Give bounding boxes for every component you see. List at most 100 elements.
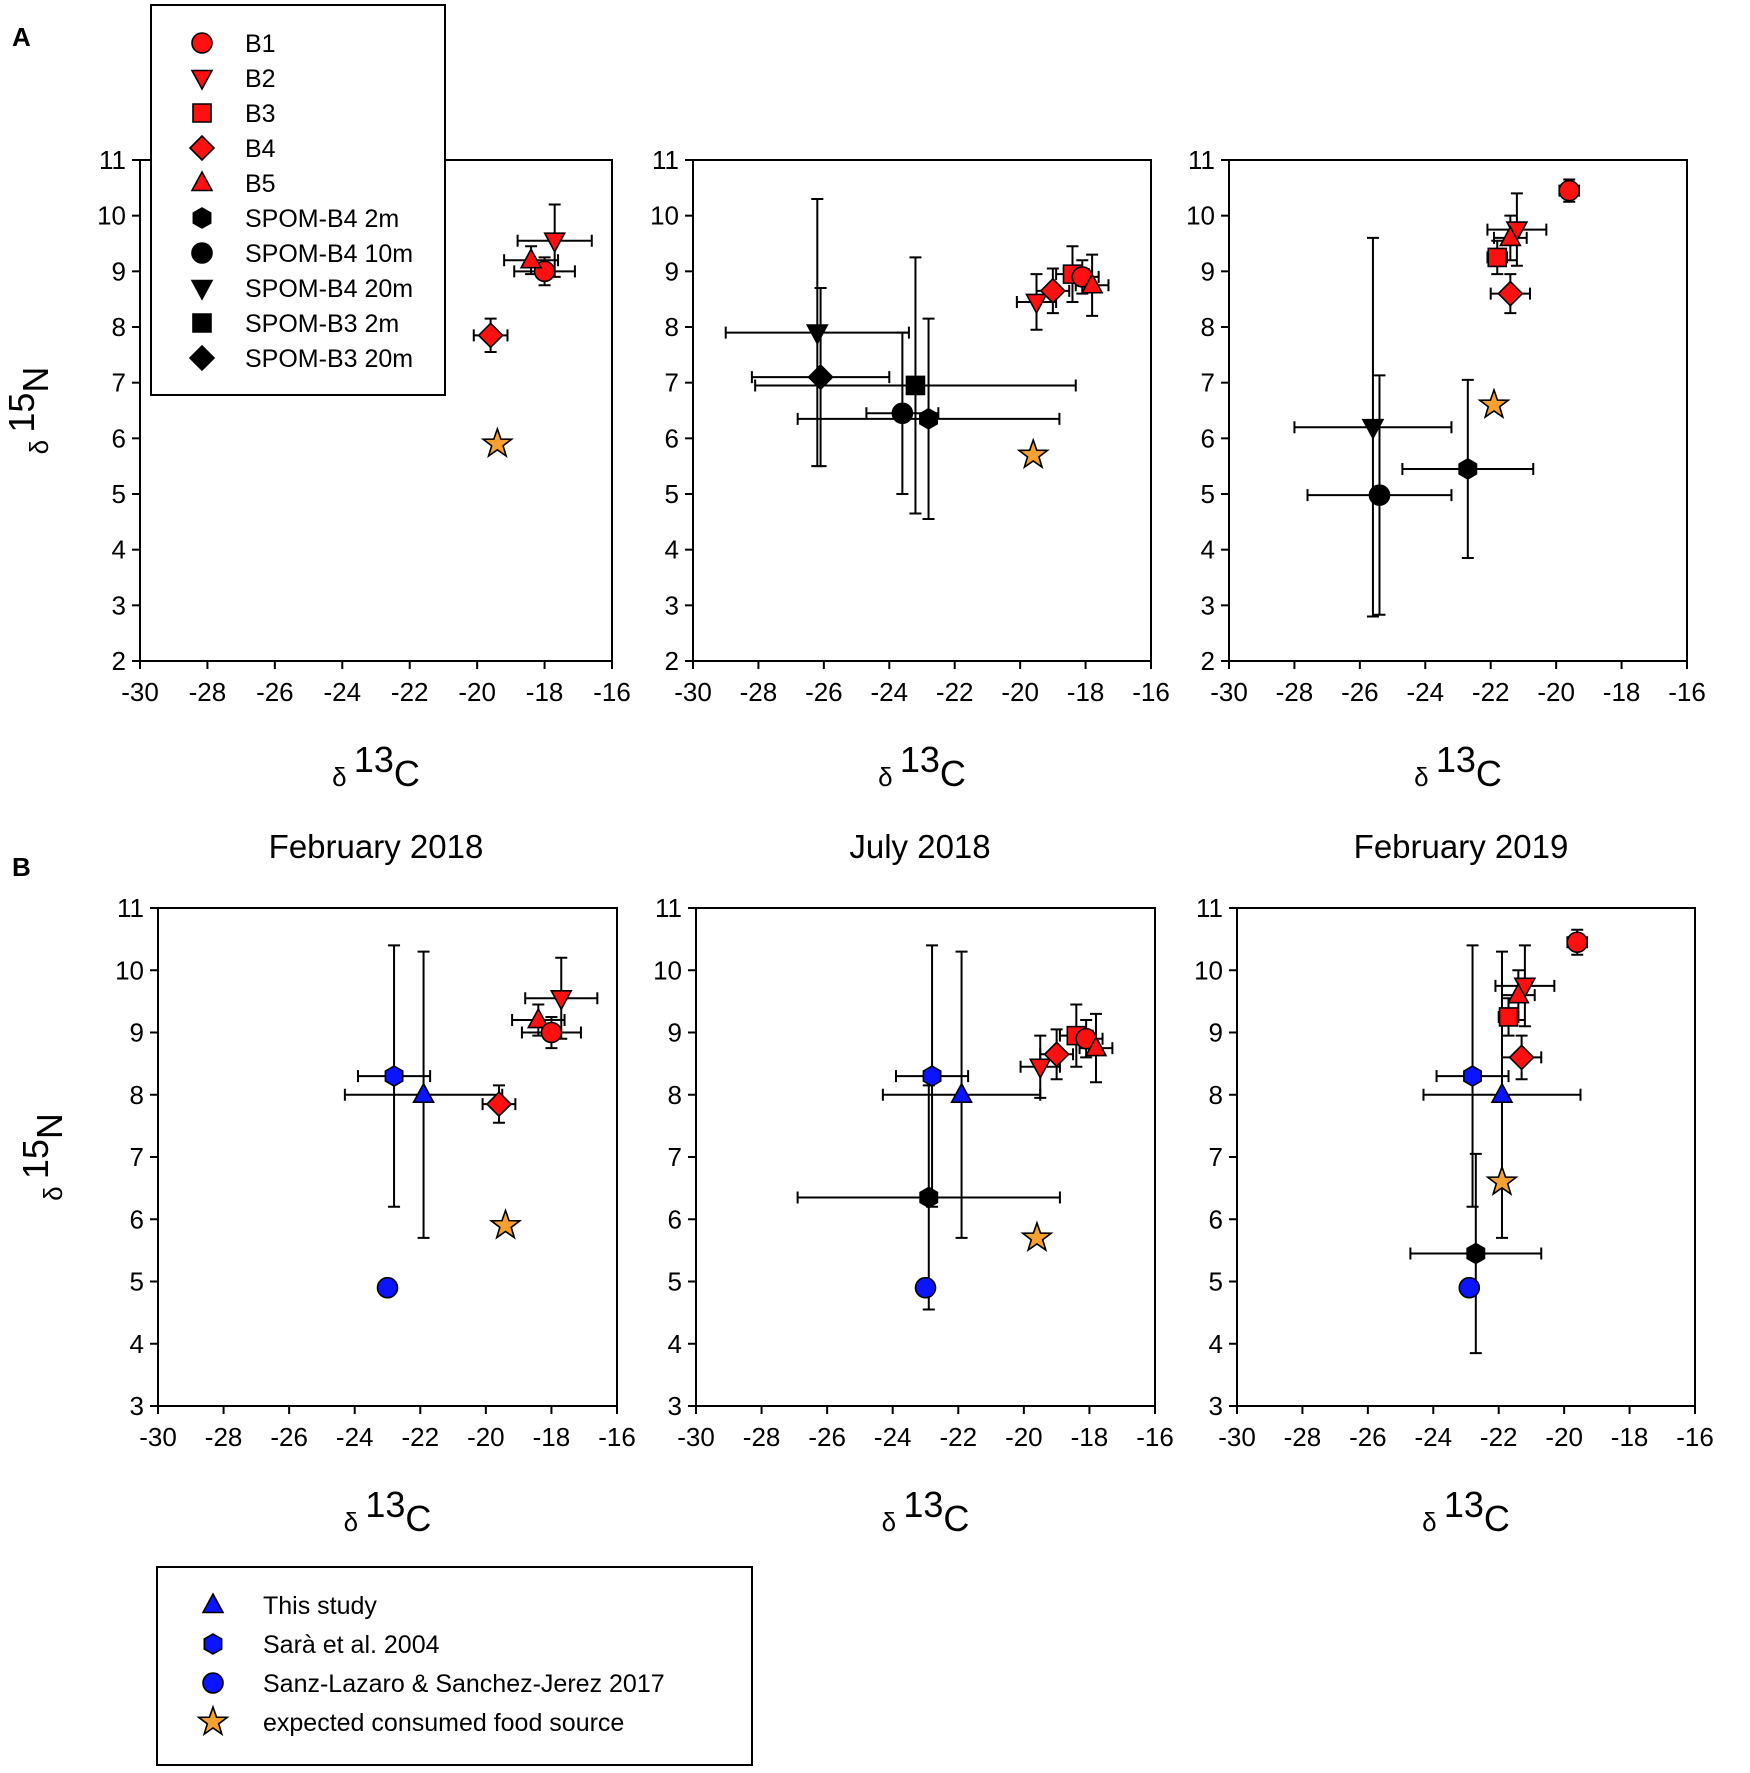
point-sar-et-al-2004 xyxy=(1463,1065,1482,1087)
point-b3 xyxy=(1498,1007,1519,1027)
y-tick-label: 4 xyxy=(112,535,126,565)
legend-marker-spom-b4-2m xyxy=(192,207,212,229)
point-food xyxy=(488,1208,523,1240)
legend-a-label: SPOM-B3 20m xyxy=(245,345,413,373)
point-food xyxy=(1485,1164,1519,1197)
y-tick-label: 4 xyxy=(665,535,679,565)
x-axis-label: δ 13C xyxy=(878,739,966,794)
y-tick-label: 2 xyxy=(665,646,679,676)
x-tick-label: -30 xyxy=(677,1422,715,1452)
y-tick-label: 9 xyxy=(130,1018,144,1048)
y-tick-label: 7 xyxy=(112,368,126,398)
chart-panels: -30 -28 -26 -24 -22 -20 -18 -16 2 3 4 5 6 7 8 9 10 11 δ 13… xyxy=(1,145,1714,1539)
x-tick-label: -30 xyxy=(1210,677,1248,707)
x-tick-label: -28 xyxy=(740,677,778,707)
y-tick-label: 3 xyxy=(1201,590,1215,620)
x-axis-label: δ 13C xyxy=(1414,739,1502,794)
x-tick-label: -16 xyxy=(1676,1422,1714,1452)
legend-marker-b1 xyxy=(191,32,213,54)
legend-b-label: expected consumed food source xyxy=(263,1709,624,1737)
y-tick-label: 10 xyxy=(650,201,679,231)
point-b4 xyxy=(1497,280,1524,307)
legend-marker-spom-b3-20m xyxy=(188,344,216,372)
x-tick-label: -28 xyxy=(205,1422,243,1452)
legend-marker-b2 xyxy=(190,69,214,91)
y-tick-label: 8 xyxy=(1209,1080,1223,1110)
legend-marker-spom-b4-20m xyxy=(190,279,214,301)
y-tick-label: 9 xyxy=(668,1018,682,1048)
legend-b-item-sar-et-al-2004: Sarà et al. 2004 xyxy=(203,1631,440,1659)
x-tick-label: -24 xyxy=(336,1422,374,1452)
point-spom-b4-2m xyxy=(1466,1242,1486,1265)
x-tick-label: -26 xyxy=(256,677,294,707)
x-tick-label: -20 xyxy=(467,1422,505,1452)
point-b5 xyxy=(1506,982,1530,1004)
legend-a-label: SPOM-B3 2m xyxy=(245,310,399,338)
legend-b-item-sanz-lazaro-sanchez-jerez-2017: Sanz-Lazaro & Sanchez-Jerez 2017 xyxy=(202,1670,665,1698)
legend-b-item-this-study: This study xyxy=(201,1592,377,1620)
y-tick-label: 8 xyxy=(668,1080,682,1110)
y-tick-label: 9 xyxy=(665,256,679,286)
legend-a-label: B1 xyxy=(245,30,276,58)
point-spom-b4-20m xyxy=(1361,418,1385,440)
legend-marker-b5 xyxy=(190,170,214,192)
x-tick-label: -22 xyxy=(401,1422,439,1452)
y-tick-label: 6 xyxy=(668,1204,682,1234)
y-tick-label: 11 xyxy=(117,893,144,923)
point-spom-b4-2m xyxy=(919,407,938,430)
y-tick-label: 11 xyxy=(1188,145,1215,175)
x-tick-label: -20 xyxy=(1001,677,1039,707)
point-b1 xyxy=(1566,931,1589,954)
legend-marker-spom-b3-2m xyxy=(192,313,212,333)
point-sar-et-al-2004 xyxy=(922,1065,942,1087)
chart-b2: -30 -28 -26 -24 -22 -20 -18 -16 3 4 5 6 7 8 9 10 11 δ 13C xyxy=(653,893,1174,1539)
x-tick-label: -30 xyxy=(674,677,712,707)
chart-a1: -30 -28 -26 -24 -22 -20 -18 -16 2 3 4 5 6 7 8 9 10 11 δ 13… xyxy=(1,145,631,794)
y-tick-label: 11 xyxy=(1196,893,1223,923)
y-tick-label: 8 xyxy=(130,1080,144,1110)
y-tick-label: 7 xyxy=(668,1142,682,1172)
y-tick-label: 5 xyxy=(1209,1267,1223,1297)
x-tick-label: -18 xyxy=(1071,1422,1109,1452)
x-tick-label: -28 xyxy=(1284,1422,1322,1452)
y-tick-label: 2 xyxy=(112,646,126,676)
chart-b3: -30 -28 -26 -24 -22 -20 -18 -16 3 4 5 6 7 8 9 10 11 δ 13C xyxy=(1194,893,1714,1539)
x-axis-label: δ 13C xyxy=(332,739,420,794)
y-tick-label: 5 xyxy=(1201,479,1215,509)
legend-a-label: SPOM-B4 10m xyxy=(245,240,413,268)
y-tick-label: 8 xyxy=(1201,312,1215,342)
point-this-study xyxy=(1490,1082,1514,1104)
y-tick-label: 3 xyxy=(112,590,126,620)
y-tick-label: 5 xyxy=(668,1267,682,1297)
y-axis-label: δ 15N xyxy=(15,1113,70,1201)
x-tick-label: -20 xyxy=(1537,677,1575,707)
point-sar-et-al-2004 xyxy=(384,1065,404,1087)
legend-panel-b: This study Sarà et al. 2004 Sanz-Lazaro & … xyxy=(156,1566,753,1766)
point-b1 xyxy=(1558,179,1581,202)
y-tick-label: 4 xyxy=(1201,535,1215,565)
x-tick-label: -24 xyxy=(874,1422,912,1452)
x-tick-label: -18 xyxy=(526,677,564,707)
point-this-study xyxy=(412,1082,435,1104)
legend-a-label: B3 xyxy=(245,100,276,128)
x-tick-label: -30 xyxy=(139,1422,177,1452)
x-tick-label: -24 xyxy=(1406,677,1444,707)
legend-a-item-b3: B3 xyxy=(192,100,276,128)
x-tick-label: -22 xyxy=(936,677,974,707)
y-tick-label: 3 xyxy=(1209,1391,1223,1421)
chart-b1: -30 -28 -26 -24 -22 -20 -18 -16 3 4 5 6 7 8 9 10 11 δ 13C… xyxy=(15,893,636,1539)
legend-marker-sanz-lazaro-sanchez-jerez-2017 xyxy=(202,1672,224,1694)
x-tick-label: -22 xyxy=(1480,1422,1518,1452)
point-food xyxy=(480,426,514,459)
x-tick-label: -18 xyxy=(1611,1422,1649,1452)
x-tick-label: -20 xyxy=(1005,1422,1043,1452)
x-tick-label: -16 xyxy=(1136,1422,1174,1452)
x-tick-label: -26 xyxy=(1349,1422,1387,1452)
legend-a-item-spom-b4-10m: SPOM-B4 10m xyxy=(191,240,413,268)
y-tick-label: 5 xyxy=(130,1267,144,1297)
x-tick-label: -16 xyxy=(598,1422,636,1452)
y-tick-label: 9 xyxy=(1209,1018,1223,1048)
y-tick-label: 11 xyxy=(99,145,126,175)
legend-a-label: SPOM-B4 2m xyxy=(245,205,399,233)
y-tick-label: 6 xyxy=(130,1204,144,1234)
